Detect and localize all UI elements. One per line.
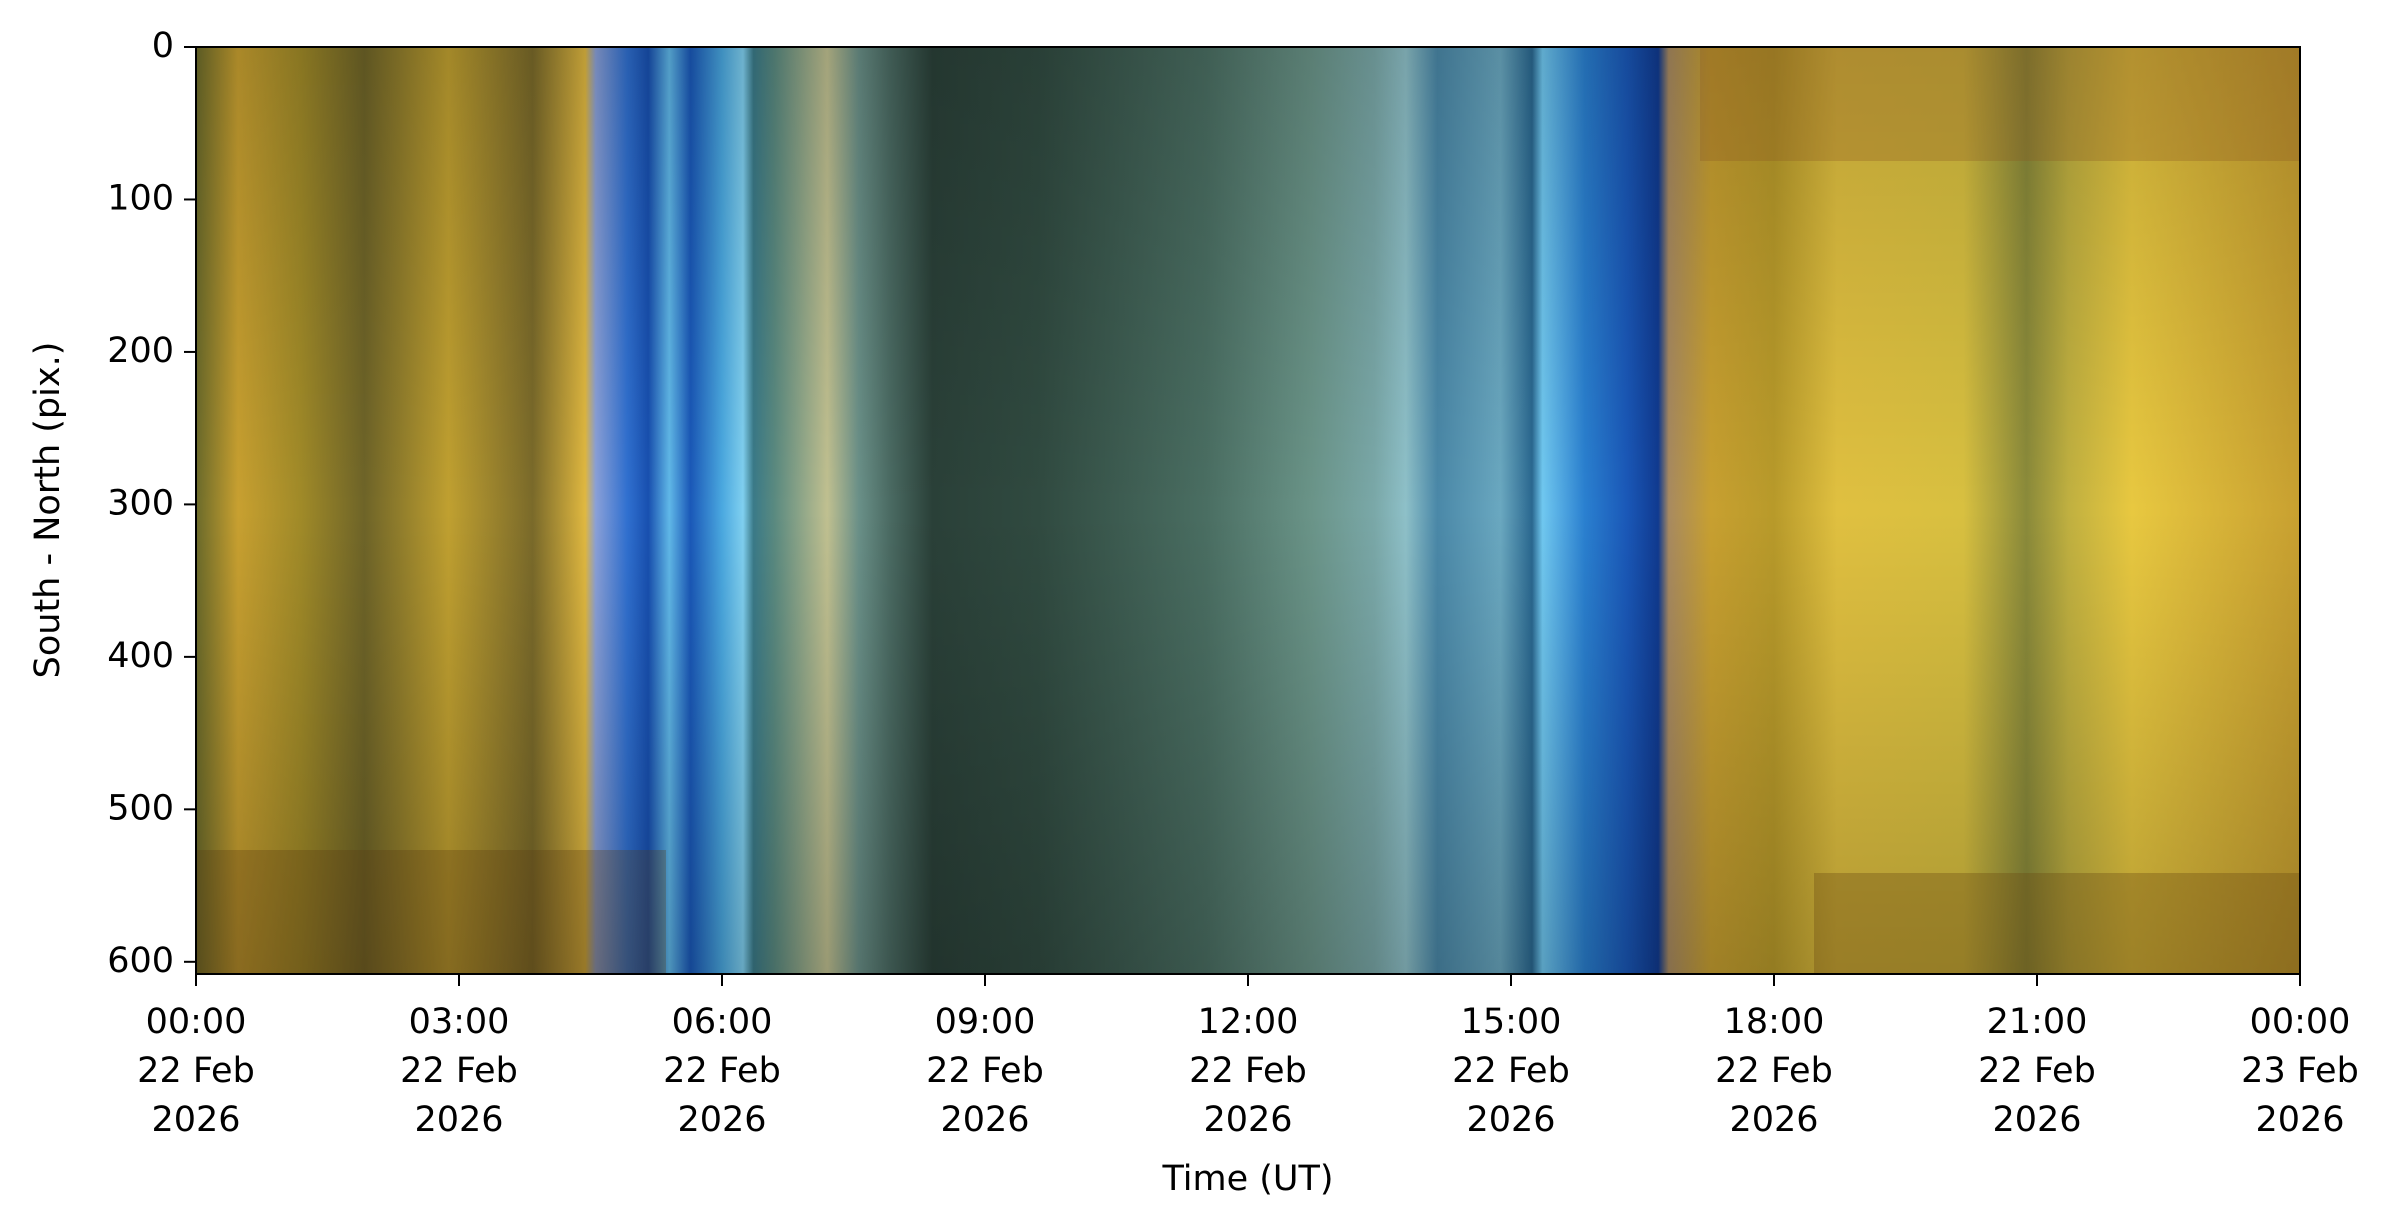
- y-tick-label: 600: [107, 941, 174, 981]
- x-tick-label: 15:00: [1461, 1002, 1562, 1042]
- y-tick-label: 300: [107, 483, 174, 523]
- x-tick-label: 2026: [1466, 1100, 1555, 1140]
- x-axis-label: Time (UT): [1161, 1159, 1333, 1199]
- x-tick-label: 18:00: [1724, 1002, 1825, 1042]
- y-tick-label: 0: [152, 26, 174, 66]
- x-tick-label: 2026: [1203, 1100, 1292, 1140]
- x-tick-label: 00:00: [146, 1002, 247, 1042]
- x-tick-label: 22 Feb: [1715, 1051, 1833, 1091]
- x-tick-label: 22 Feb: [926, 1051, 1044, 1091]
- x-tick-label: 00:00: [2250, 1002, 2351, 1042]
- x-tick-label: 2026: [1992, 1100, 2081, 1140]
- x-tick-label: 22 Feb: [1452, 1051, 1570, 1091]
- y-axis-label: South - North (pix.): [28, 342, 68, 679]
- x-tick-label: 2026: [151, 1100, 240, 1140]
- x-tick-label: 2026: [1729, 1100, 1818, 1140]
- x-tick-label: 2026: [940, 1100, 1029, 1140]
- y-tick-label: 500: [107, 788, 174, 828]
- keogram-image: [196, 47, 2300, 974]
- x-tick-label: 2026: [2255, 1100, 2344, 1140]
- y-tick-label: 200: [107, 331, 174, 371]
- y-tick-label: 100: [107, 178, 174, 218]
- x-tick-label: 12:00: [1198, 1002, 1299, 1042]
- x-tick-label: 2026: [414, 1100, 503, 1140]
- x-tick-label: 09:00: [935, 1002, 1036, 1042]
- x-tick-label: 06:00: [672, 1002, 773, 1042]
- x-tick-label: 22 Feb: [1978, 1051, 2096, 1091]
- x-tick-label: 03:00: [409, 1002, 510, 1042]
- x-tick-label: 22 Feb: [663, 1051, 781, 1091]
- x-tick-label: 22 Feb: [137, 1051, 255, 1091]
- x-tick-label: 23 Feb: [2241, 1051, 2359, 1091]
- x-tick-label: 22 Feb: [1189, 1051, 1307, 1091]
- x-tick-label: 22 Feb: [400, 1051, 518, 1091]
- y-tick-label: 400: [107, 636, 174, 676]
- x-tick-label: 2026: [677, 1100, 766, 1140]
- x-tick-label: 21:00: [1987, 1002, 2088, 1042]
